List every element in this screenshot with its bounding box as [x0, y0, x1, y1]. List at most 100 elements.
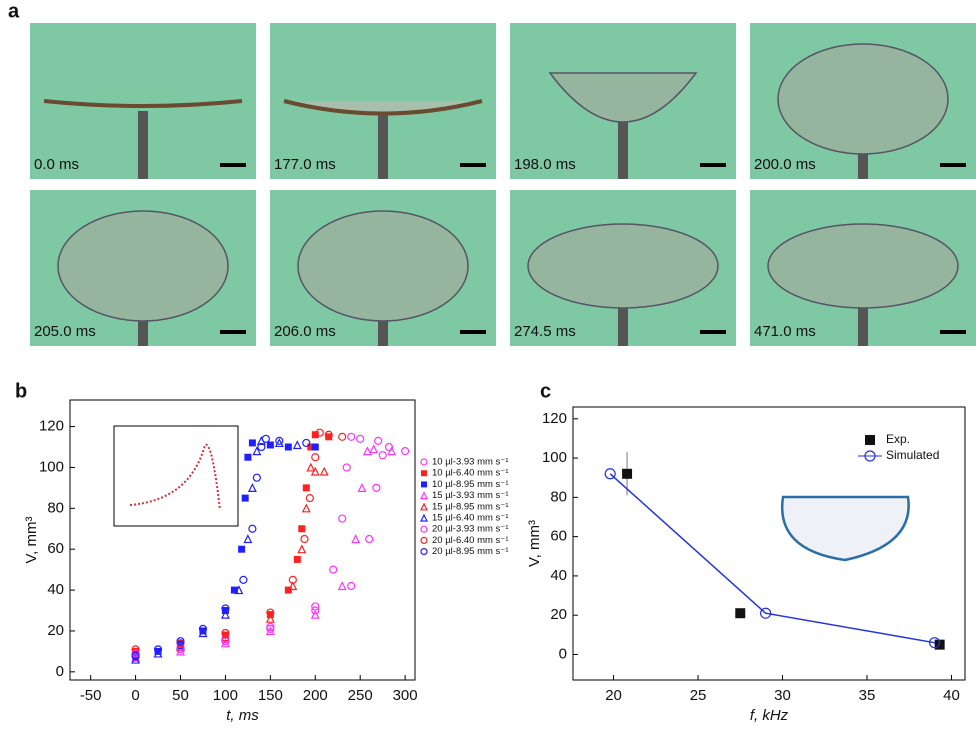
legend-marker [421, 526, 427, 532]
needle [138, 111, 148, 179]
series: Simulated [605, 448, 939, 648]
legend-marker [421, 481, 427, 487]
x-tick-label: 40 [943, 687, 960, 704]
point [735, 608, 745, 618]
photo-frame: 198.0 ms [510, 23, 736, 179]
scale-bar [460, 163, 486, 167]
x-axis-label: f, kHz [750, 707, 789, 724]
point [249, 484, 256, 491]
time-label: 274.5 ms [514, 323, 576, 340]
y-tick-label: 100 [39, 458, 64, 475]
point [339, 433, 346, 440]
legend-label: 20 µl-8.95 mm s⁻¹ [432, 546, 508, 557]
photo-frame: 274.5 ms [510, 190, 736, 346]
time-label: 206.0 ms [274, 323, 336, 340]
drop [528, 224, 718, 308]
figure: a 0.0 ms 177.0 ms 198.0 ms 200.0 ms 205.0 ms 2… [0, 0, 976, 725]
point [267, 441, 274, 448]
legend-marker [421, 504, 427, 510]
y-tick-label: 20 [47, 622, 64, 639]
y-axis-label: V, mm³ [23, 517, 40, 564]
point [249, 439, 256, 446]
point [348, 582, 355, 589]
photo-frame: 471.0 ms [750, 190, 976, 346]
legend-label: 15 µl-3.93 mm s⁻¹ [432, 490, 508, 501]
x-tick-label: 0 [131, 687, 139, 704]
legend-label: Exp. [886, 432, 910, 446]
point [330, 566, 337, 573]
point [242, 495, 249, 502]
legend-label: 10 µl-3.93 mm s⁻¹ [432, 457, 508, 468]
point [301, 535, 308, 542]
point [364, 448, 371, 455]
x-tick-label: 300 [393, 687, 418, 704]
panel-label: a [8, 0, 20, 22]
photo-frame: 206.0 ms [270, 190, 496, 346]
legend-marker [421, 470, 427, 476]
point [303, 439, 310, 446]
point [303, 484, 310, 491]
scale-bar [940, 163, 966, 167]
point [379, 452, 386, 459]
x-tick-label: 25 [690, 687, 707, 704]
legend-label: 10 µl-8.95 mm s⁻¹ [432, 479, 508, 490]
point [358, 484, 365, 491]
point [312, 431, 319, 438]
point [240, 576, 247, 583]
legend-label: 20 µl-3.93 mm s⁻¹ [432, 524, 508, 535]
scale-bar [460, 330, 486, 334]
legend-label: 15 µl-6.40 mm s⁻¹ [432, 513, 508, 524]
point [312, 444, 319, 451]
point [298, 546, 305, 553]
point [622, 469, 632, 479]
y-tick-label: 40 [47, 581, 64, 598]
time-label: 0.0 ms [34, 156, 79, 173]
drop [58, 211, 228, 321]
point [238, 546, 245, 553]
y-tick-label: 80 [550, 488, 567, 505]
drop-shape [782, 497, 908, 560]
point [285, 444, 292, 451]
legend-label: 20 µl-6.40 mm s⁻¹ [432, 535, 508, 546]
point [366, 535, 373, 542]
time-label: 177.0 ms [274, 156, 336, 173]
point [402, 448, 409, 455]
point [262, 435, 269, 442]
point [352, 535, 359, 542]
x-tick-label: 200 [303, 687, 328, 704]
legend-label: 15 µl-8.95 mm s⁻¹ [432, 501, 508, 512]
time-label: 200.0 ms [754, 156, 816, 173]
point [307, 464, 314, 471]
y-tick-label: 80 [47, 499, 64, 516]
y-tick-label: 100 [542, 449, 567, 466]
scale-bar [700, 163, 726, 167]
time-label: 471.0 ms [754, 323, 816, 340]
photo-frame: 200.0 ms [750, 23, 976, 179]
point [294, 556, 301, 563]
legend-label: 10 µl-6.40 mm s⁻¹ [432, 468, 508, 479]
point [312, 454, 319, 461]
scale-bar [940, 330, 966, 334]
time-label: 205.0 ms [34, 323, 96, 340]
point [244, 535, 251, 542]
legend-marker [421, 549, 427, 555]
scale-bar [220, 163, 246, 167]
drop [768, 224, 958, 308]
x-tick-label: 20 [605, 687, 622, 704]
drop [778, 44, 948, 154]
x-tick-label: 50 [172, 687, 189, 704]
y-tick-label: 60 [550, 528, 567, 545]
panel-label: b [15, 380, 27, 402]
point [375, 437, 382, 444]
point [339, 582, 346, 589]
point [249, 525, 256, 532]
point [357, 435, 364, 442]
legend-marker [421, 537, 427, 543]
y-tick-label: 40 [550, 567, 567, 584]
photo-frame: 205.0 ms [30, 190, 256, 346]
x-tick-label: 35 [859, 687, 876, 704]
point [339, 515, 346, 522]
y-tick-label: 120 [39, 418, 64, 435]
x-tick-label: 150 [258, 687, 283, 704]
point [306, 495, 313, 502]
